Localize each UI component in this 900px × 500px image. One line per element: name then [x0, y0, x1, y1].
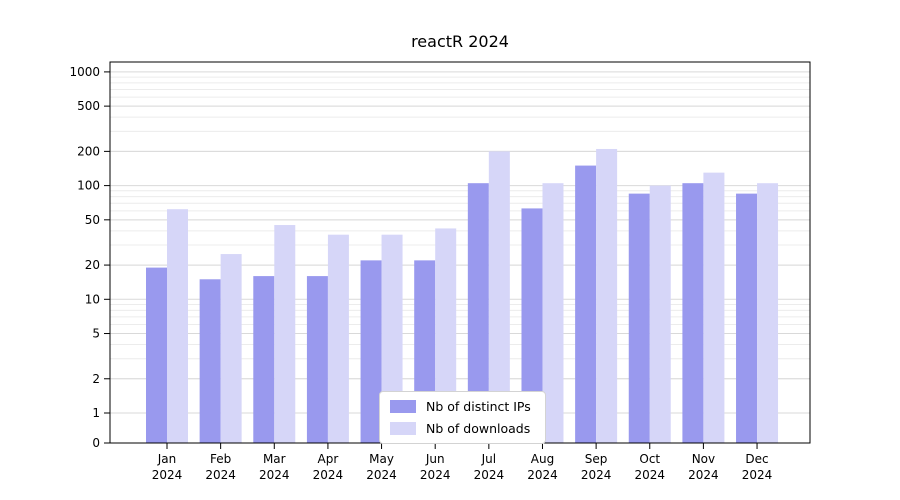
legend-item: Nb of downloads [390, 421, 531, 436]
x-tick-label-year: 2024 [474, 468, 505, 482]
x-tick-label-month: Oct [639, 452, 660, 466]
x-tick-label-month: Feb [210, 452, 231, 466]
y-tick-label: 20 [85, 258, 100, 272]
bar-downloads-nov [703, 172, 725, 443]
bars-group [146, 148, 779, 443]
x-tick-label-year: 2024 [634, 468, 665, 482]
bar-distinct-ips-aug [521, 208, 543, 443]
legend-swatch [390, 400, 416, 413]
bar-downloads-jan [167, 209, 188, 443]
axis-group: 0 1 2 5 10 20 50 100 200 500 1000 Jan 2024 Feb 2024 Mar… [69, 61, 811, 482]
bar-downloads-jun [435, 228, 457, 443]
x-tick-label-year: 2024 [205, 468, 236, 482]
x-tick-label-month: Mar [263, 452, 286, 466]
y-tick-label: 200 [77, 144, 100, 158]
x-tick-label-year: 2024 [313, 468, 344, 482]
legend-swatch [390, 422, 416, 435]
bar-downloads-feb [220, 254, 242, 443]
x-tick-label-month: Aug [531, 452, 554, 466]
x-tick-label-year: 2024 [152, 468, 183, 482]
x-tick-label-year: 2024 [688, 468, 719, 482]
bar-downloads-sep [596, 148, 618, 443]
legend-label: Nb of downloads [426, 421, 531, 436]
bar-distinct-ips-jul [467, 183, 489, 443]
bar-distinct-ips-dec [736, 193, 758, 443]
bar-distinct-ips-nov [682, 183, 704, 443]
x-tick-label-year: 2024 [366, 468, 397, 482]
x-tick-label-year: 2024 [742, 468, 773, 482]
bar-downloads-mar [274, 225, 296, 443]
y-tick-label: 10 [85, 292, 100, 306]
y-tick-label: 0 [92, 436, 100, 450]
x-tick-label-year: 2024 [527, 468, 558, 482]
bar-distinct-ips-sep [575, 165, 597, 443]
y-tick-label: 50 [85, 213, 100, 227]
bar-downloads-aug [542, 183, 564, 443]
y-tick-label: 5 [92, 327, 100, 341]
x-tick-label-month: Nov [692, 452, 715, 466]
bar-distinct-ips-oct [628, 193, 650, 443]
bar-downloads-may [381, 234, 403, 443]
x-tick-label-month: Jun [425, 452, 445, 466]
y-tick-label: 1000 [69, 65, 100, 79]
x-tick-label-month: Apr [318, 452, 339, 466]
bar-downloads-apr [327, 234, 349, 443]
bar-distinct-ips-jan [146, 267, 167, 443]
bar-downloads-jul [488, 151, 510, 443]
x-tick-label-year: 2024 [581, 468, 612, 482]
bar-distinct-ips-apr [306, 276, 328, 443]
x-tick-label-month: May [369, 452, 394, 466]
y-tick-label: 1 [92, 406, 100, 420]
bar-distinct-ips-mar [253, 276, 275, 443]
x-tick-label-month: Dec [745, 452, 768, 466]
bar-distinct-ips-may [360, 260, 382, 443]
x-tick-label-month: Jul [481, 452, 496, 466]
x-tick-label-year: 2024 [420, 468, 451, 482]
y-tick-label: 500 [77, 99, 100, 113]
y-tick-label: 2 [92, 372, 100, 386]
x-tick-label-month: Sep [585, 452, 608, 466]
chart-title: reactR 2024 [411, 32, 509, 51]
legend: Nb of distinct IPs Nb of downloads [379, 391, 546, 444]
y-tick-label: 100 [77, 179, 100, 193]
bar-distinct-ips-feb [199, 279, 221, 443]
legend-item: Nb of distinct IPs [390, 399, 531, 414]
bar-downloads-dec [757, 183, 779, 443]
x-tick-label-year: 2024 [259, 468, 290, 482]
legend-label: Nb of distinct IPs [426, 399, 531, 414]
x-tick-label-month: Jan [157, 452, 177, 466]
bar-downloads-oct [649, 185, 671, 443]
